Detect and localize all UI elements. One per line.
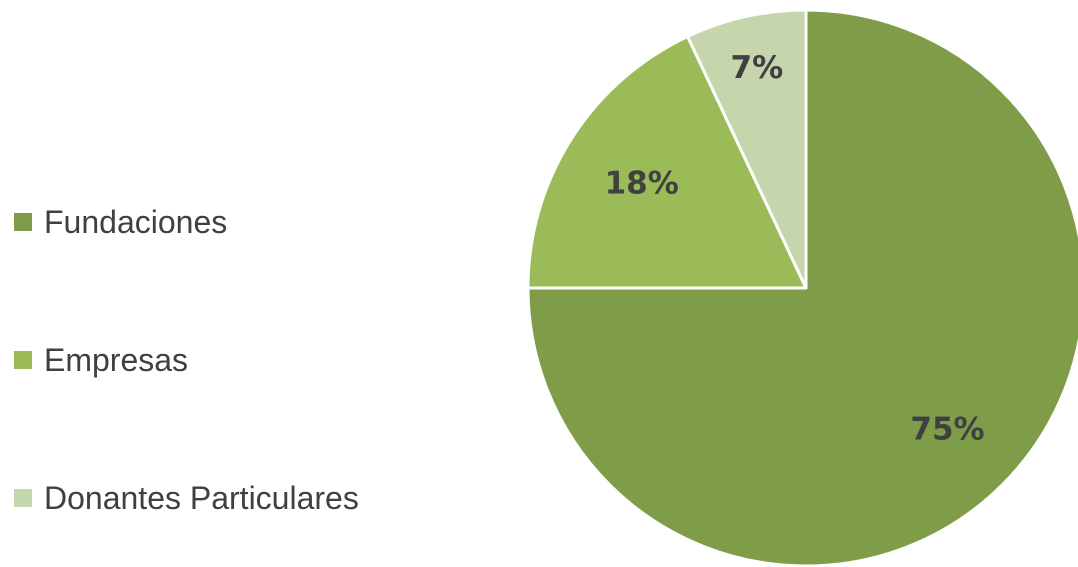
legend-label: Fundaciones	[44, 203, 228, 240]
pie-slice-empresas	[526, 34, 808, 290]
data-label-fundaciones: 75%	[910, 412, 984, 448]
pie-slice-donantes-particulares	[686, 8, 808, 290]
legend-swatch-empresas	[14, 351, 32, 369]
pie-slice-fundaciones	[526, 8, 1078, 567]
data-label-donantes-particulares: 7%	[731, 50, 784, 86]
legend: Fundaciones Empresas Donantes Particular…	[14, 196, 359, 524]
legend-item-empresas: Empresas	[14, 334, 359, 386]
legend-label: Donantes Particulares	[44, 479, 359, 516]
legend-item-donantes-particulares: Donantes Particulares	[14, 472, 359, 524]
legend-swatch-donantes-particulares	[14, 489, 32, 507]
legend-item-fundaciones: Fundaciones	[14, 196, 359, 248]
legend-swatch-fundaciones	[14, 213, 32, 231]
data-label-empresas: 18%	[605, 166, 679, 202]
legend-label: Empresas	[44, 341, 189, 378]
